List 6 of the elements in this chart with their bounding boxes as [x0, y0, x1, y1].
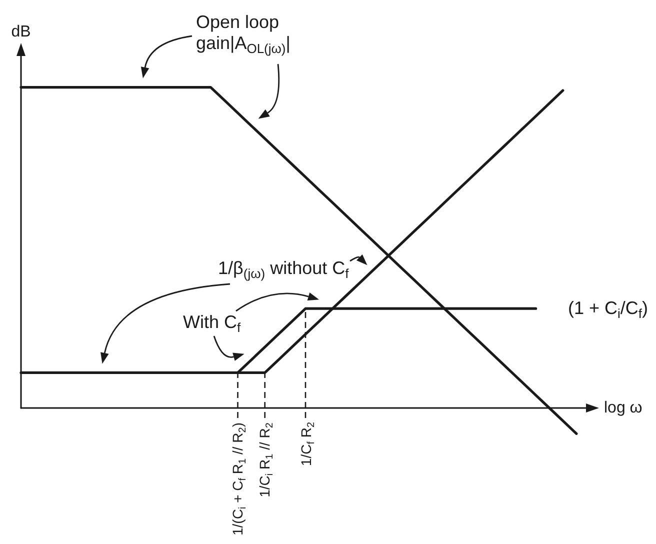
- series-label: Open loop gain|A$_{OL(jω)}$|: [196, 12, 292, 56]
- x-axis-title: log ω: [604, 400, 642, 416]
- series-label: With C$_{f}$: [183, 312, 241, 335]
- annotation: (1 + C$_{i}$/C$_{f}$): [568, 298, 648, 321]
- legend-label: 1/β$_{(jω)}$ without C$_{f}$: [218, 258, 349, 281]
- y-axis-title: dB: [11, 24, 31, 40]
